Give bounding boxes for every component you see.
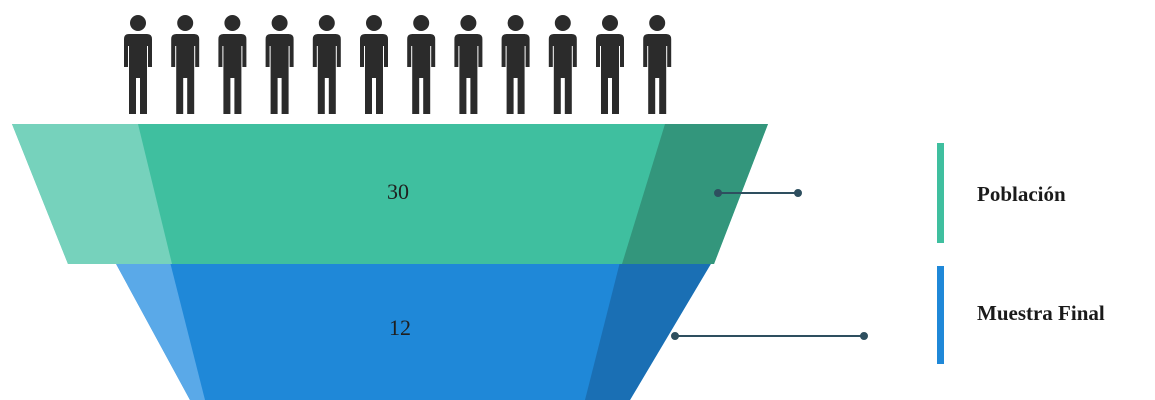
funnel-stage-poblacion-right-face — [622, 124, 768, 264]
connector-muestra-final — [671, 332, 868, 340]
person-icon — [218, 15, 247, 114]
funnel-stage-poblacion-value: 30 — [387, 179, 409, 204]
funnel-stage-poblacion-left-face — [12, 124, 172, 264]
person-icon — [407, 15, 436, 114]
person-icon — [643, 15, 672, 114]
person-icon — [548, 15, 577, 114]
connector-poblacion — [714, 189, 802, 197]
legend-label-muestra-final: Muestra Final — [977, 301, 1105, 325]
person-icon — [596, 15, 624, 114]
person-icon — [454, 15, 483, 114]
funnel-stage-muestra-final-value: 12 — [389, 315, 411, 340]
person-icon — [360, 15, 388, 114]
person-icon — [265, 15, 294, 114]
legend: Población Muestra Final — [937, 143, 1105, 364]
legend-label-poblacion: Población — [977, 182, 1066, 206]
funnel-stage-poblacion-body — [12, 124, 768, 264]
person-icon — [171, 15, 200, 114]
legend-swatch-poblacion — [937, 143, 944, 243]
funnel-stage-poblacion: 30 — [12, 124, 768, 264]
person-icon — [312, 15, 341, 114]
funnel-stage-muestra-final-body — [115, 262, 712, 400]
person-icon — [501, 15, 530, 114]
person-icon — [124, 15, 152, 114]
funnel-stage-muestra-final-right-face — [585, 262, 712, 400]
funnel-stage-muestra-final: 12 — [115, 262, 712, 400]
legend-swatch-muestra-final — [937, 266, 944, 364]
funnel-stage-muestra-final-left-face — [115, 262, 205, 400]
people-row — [124, 15, 672, 114]
